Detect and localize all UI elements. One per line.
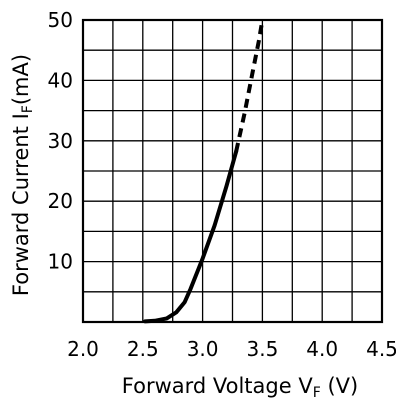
x-tick-labels: 2.0 2.5 3.0 3.5 4.0 4.5 xyxy=(67,337,396,361)
x-tick-label: 4.0 xyxy=(306,337,338,361)
x-tick-label: 4.5 xyxy=(366,337,396,361)
y-axis-label-unit: (mA) xyxy=(9,54,33,105)
y-axis-label: Forward Current IF(mA) xyxy=(9,54,36,296)
x-axis-label-unit: (V) xyxy=(327,374,358,398)
x-tick-label: 2.5 xyxy=(127,337,159,361)
curve-group xyxy=(143,19,265,324)
y-tick-label: 40 xyxy=(48,68,73,92)
x-tick-label: 3.0 xyxy=(187,337,219,361)
x-axis-label-subscript: F xyxy=(313,385,321,401)
x-axis-label-unit-spacer xyxy=(321,374,328,398)
curve-dashed-segment xyxy=(234,19,265,153)
y-tick-label: 30 xyxy=(48,129,73,153)
x-axis-label-main: Forward Voltage V xyxy=(122,374,314,398)
y-axis-label-main: Forward Current I xyxy=(9,113,33,296)
y-tick-labels: 10 20 30 40 50 xyxy=(48,8,73,274)
y-tick-label: 50 xyxy=(48,8,73,32)
y-tick-label: 20 xyxy=(48,189,73,213)
x-axis-label: Forward Voltage VF (V) xyxy=(122,374,358,401)
y-tick-label: 10 xyxy=(48,250,73,274)
x-tick-label: 3.5 xyxy=(246,337,278,361)
curve-solid-segment xyxy=(143,149,239,324)
plot-frame xyxy=(81,18,384,324)
x-tick-label: 2.0 xyxy=(67,337,99,361)
y-axis-label-subscript: F xyxy=(20,105,36,113)
